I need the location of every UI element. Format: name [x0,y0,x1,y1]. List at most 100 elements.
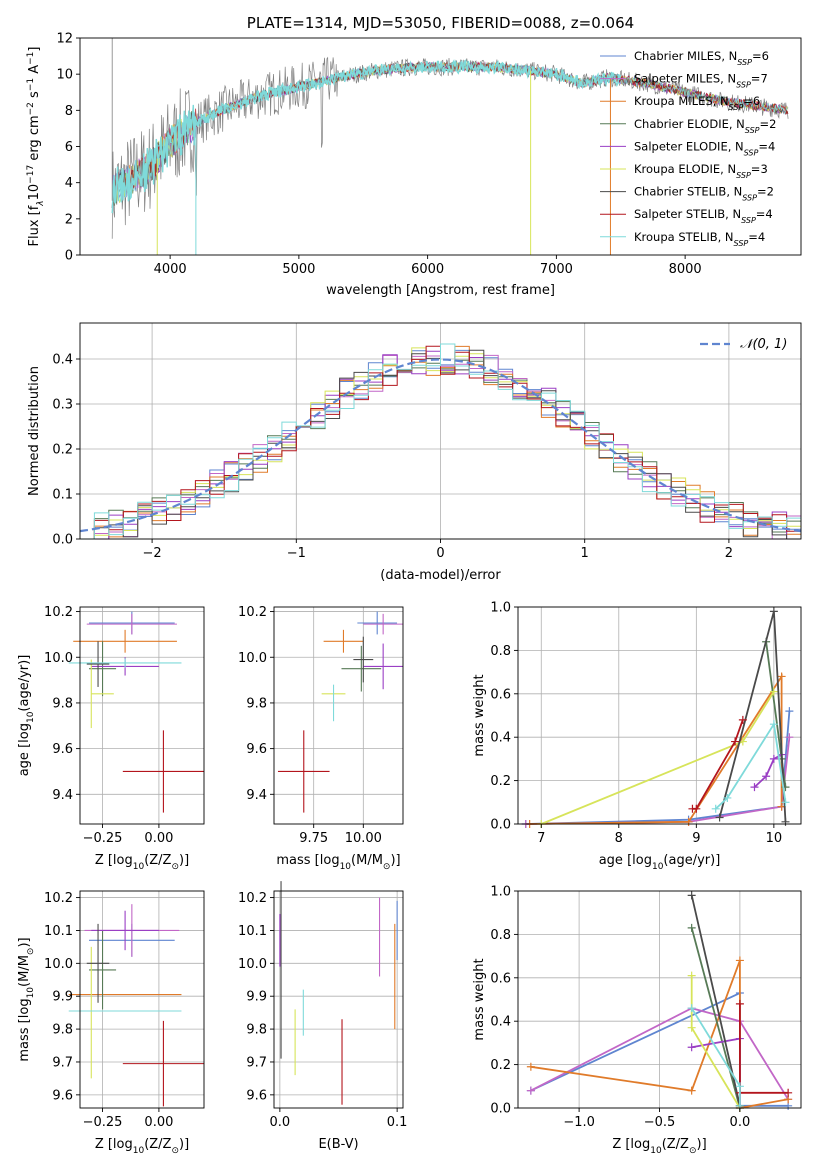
x-tick-label: 0.0 [730,1115,751,1130]
x-axis-label: Z [log10(Z/Z⊙)] [612,1137,706,1156]
mass-weight-point [687,923,696,932]
mass-weight-point [684,817,693,826]
mass-weight-point [777,672,786,681]
legend-entry: 𝒩(0, 1) [740,337,787,352]
mass-weight-point [781,798,790,807]
x-tick-label: 0.00 [144,831,173,846]
y-axis-label: mass [log10(M/M⊙)] [17,937,36,1061]
legend-entry-sub: SSP [729,103,744,112]
y-tick-label: 6 [65,140,73,155]
mass-weight-point [526,1062,535,1071]
x-tick-label: 10.00 [345,831,382,846]
y-tick-label: 10.2 [238,605,267,620]
mass-weight-point [735,956,744,965]
x-tick-label: −1 [287,546,306,561]
legend-entry-sub: SSP [736,80,751,89]
y-tick-label: 0.4 [490,731,511,746]
legend-entry-label: Salpeter STELIB, N [634,207,741,221]
y-tick-label: 9.4 [52,788,73,803]
x-axis-label-part: ⊙ [689,1146,697,1156]
y-tick-label: 0 [65,249,73,264]
x-axis-label-part: ⊙ [171,862,179,872]
legend-entry-n: 6 [753,94,760,108]
mass-weight-line [690,927,741,1109]
legend-entry-sub: SSP [744,148,759,157]
mass-weight-point [781,817,790,826]
legend-entry-label: Kroupa STELIB, N [634,230,734,244]
x-axis-label-part: Z [log [95,1137,133,1152]
legend-entry: Kroupa STELIB, NSSP=4 [634,230,765,248]
plot-area [80,38,801,255]
legend-entry-sub: SSP [741,216,756,225]
legend-entry-n: 4 [768,139,775,153]
legend-entry-eq: = [756,207,766,221]
legend-entry-label: Salpeter ELODIE, N [634,139,744,153]
x-axis-label-part: )] [697,1137,707,1152]
x-axis-label-part: ⊙ [383,862,391,872]
mass-weight-point [731,737,740,746]
age-vs-metallicity-chart: −0.25 0.009.49.69.810.010.2Z [log10(Z/Z⊙)… [17,605,205,872]
y-tick-label: 0.2 [490,1058,511,1073]
chart-title: PLATE=1314, MJD=53050, FIBERID=0088, z=0… [247,14,634,32]
y-axis-label-part: )] [17,937,32,947]
legend-entry-label: Chabrier ELODIE, N [634,117,745,131]
x-axis-label-part: (age/yr)] [663,853,720,868]
x-axis-label-part: 10 [650,1146,662,1156]
mass-weight-point [715,813,724,822]
y-tick-label: 0.8 [490,644,511,659]
mass-weight-point [785,733,794,742]
x-tick-label: 10 [766,831,783,846]
legend-entry-label: Kroupa MILES, N [634,94,729,108]
x-tick-label: 7 [537,831,545,846]
y-tick-label: 0.0 [490,818,511,833]
plot-area [274,891,403,1108]
mass-weight-point [769,687,778,696]
x-tick-label: 1 [581,546,589,561]
y-tick-label: 10.0 [238,651,267,666]
legend-entry: Chabrier MILES, NSSP=6 [634,49,769,67]
y-axis-label-part: −2 [26,102,36,115]
legend-entry-eq: = [752,49,762,63]
mass-weight-point [769,720,778,729]
x-axis-label-part: age [log [599,853,652,868]
y-axis-label-part: age [log [17,723,32,776]
y-tick-label: 9.4 [246,788,267,803]
y-tick-label: 9.6 [52,742,73,757]
residuals-chart: −2 −1 0 1 2 0.0 0.1 0.2 0.3 0.4 𝒩(0, 1) (data-model… [27,322,802,583]
mass-weight-vs-metallicity-chart: −1.0 −0.5 0.0 0.0 0.2 0.4 0.6 0.8 1.0 Z [log10(Z/… [472,885,802,1156]
mass-vs-ebv-chart: 0.0 0.1 9.6 9.7 9.8 9.9 10.0 10.1 10.2 E(B-V) [238,881,407,1152]
y-axis-label-part: −17 [26,165,36,184]
mass-weight-point [687,1043,696,1052]
mass-weight-point [750,783,759,792]
x-axis-label-part: )] [179,1137,189,1152]
x-tick-label: −1.0 [563,1115,595,1130]
y-tick-label: 10.0 [44,957,73,972]
x-axis-label-part: )] [390,853,400,868]
y-tick-label: 10.0 [44,651,73,666]
x-tick-label: 0 [436,546,444,561]
y-tick-label: 1.0 [490,885,511,900]
mass-weight-point [687,1004,696,1013]
y-tick-label: 0.3 [52,398,73,413]
y-tick-label: 9.7 [246,1055,267,1070]
legend-entry-n: 3 [760,162,767,176]
mass-weight-point [735,999,744,1008]
mass-weight-line [753,753,783,788]
y-tick-label: 10.1 [44,924,73,939]
x-axis-label: Z [log10(Z/Z⊙)] [95,1137,189,1156]
y-axis-label-part: mass [log [17,998,32,1061]
y-tick-label: 0.2 [52,443,73,458]
y-tick-label: 9.6 [52,1088,73,1103]
x-tick-label: 6000 [411,262,444,277]
axes-frame [273,890,404,1109]
x-tick-label: 0.1 [387,1115,408,1130]
mass-weight-point [762,772,771,781]
x-axis-label: age [log10(age/yr)] [599,853,721,872]
plot-area [80,891,204,1108]
y-tick-label: 0.6 [490,971,511,986]
y-axis-label: Flux [fλ10−17 erg cm−2 s−1 A−1] [26,47,46,247]
y-tick-label: 8 [65,104,73,119]
y-tick-label: 9.6 [246,742,267,757]
